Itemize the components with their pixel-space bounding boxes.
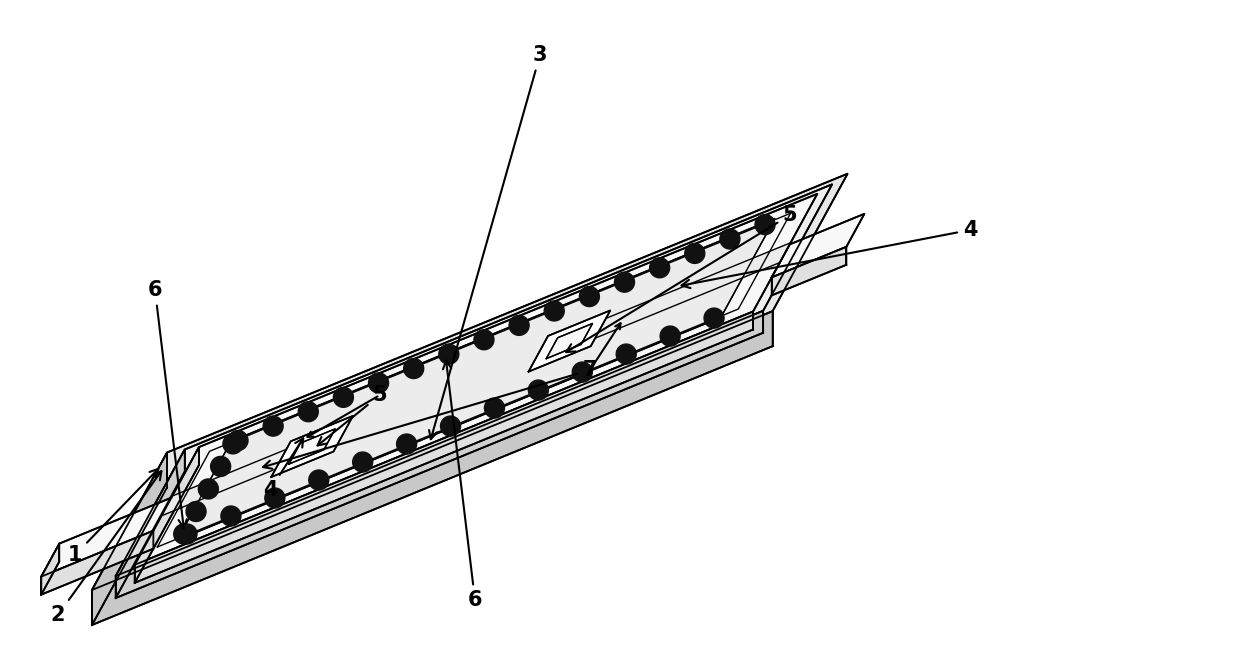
Text: 2: 2 — [51, 471, 161, 625]
Circle shape — [439, 344, 459, 364]
Circle shape — [334, 387, 353, 407]
Polygon shape — [528, 310, 610, 372]
Text: 4: 4 — [263, 438, 304, 500]
Circle shape — [265, 488, 285, 508]
Text: 5: 5 — [317, 385, 387, 446]
Circle shape — [299, 402, 319, 422]
Polygon shape — [272, 416, 353, 477]
Polygon shape — [289, 429, 335, 464]
Circle shape — [650, 258, 670, 278]
Circle shape — [474, 330, 494, 350]
Polygon shape — [92, 453, 167, 625]
Circle shape — [368, 373, 388, 393]
Polygon shape — [771, 247, 847, 296]
Circle shape — [660, 326, 680, 346]
Circle shape — [309, 470, 329, 490]
Text: 4: 4 — [682, 220, 977, 288]
Circle shape — [616, 344, 636, 364]
Circle shape — [223, 434, 243, 454]
Circle shape — [177, 524, 197, 544]
Polygon shape — [564, 243, 791, 351]
Circle shape — [573, 362, 593, 382]
Polygon shape — [41, 530, 154, 595]
Polygon shape — [157, 213, 791, 547]
Polygon shape — [135, 447, 198, 583]
Polygon shape — [41, 544, 60, 595]
Text: 1: 1 — [68, 469, 159, 565]
Circle shape — [440, 416, 460, 436]
Polygon shape — [115, 450, 185, 598]
Polygon shape — [771, 213, 864, 277]
Circle shape — [221, 506, 241, 526]
Circle shape — [352, 452, 373, 472]
Polygon shape — [92, 174, 848, 590]
Text: 5: 5 — [567, 205, 797, 352]
Polygon shape — [115, 311, 763, 598]
Polygon shape — [161, 436, 317, 516]
Polygon shape — [135, 194, 817, 565]
Circle shape — [174, 524, 193, 544]
Polygon shape — [177, 218, 775, 540]
Text: 6: 6 — [148, 280, 187, 528]
Circle shape — [579, 286, 599, 306]
Circle shape — [544, 301, 564, 321]
Circle shape — [528, 380, 548, 400]
Circle shape — [228, 430, 248, 450]
Circle shape — [615, 272, 635, 292]
Circle shape — [211, 456, 231, 477]
Circle shape — [404, 359, 424, 379]
Polygon shape — [92, 311, 773, 625]
Circle shape — [198, 479, 218, 499]
Circle shape — [510, 316, 529, 335]
Circle shape — [485, 398, 505, 418]
Circle shape — [755, 215, 775, 235]
Polygon shape — [135, 312, 753, 583]
Polygon shape — [115, 184, 832, 576]
Text: 6: 6 — [443, 361, 482, 610]
Circle shape — [397, 434, 417, 454]
Polygon shape — [41, 498, 171, 577]
Polygon shape — [547, 324, 593, 359]
Text: 3: 3 — [429, 45, 547, 439]
Circle shape — [720, 229, 740, 249]
Circle shape — [684, 243, 704, 263]
Circle shape — [186, 501, 206, 522]
Circle shape — [704, 308, 724, 328]
Text: 7: 7 — [263, 360, 598, 469]
Circle shape — [263, 416, 283, 436]
